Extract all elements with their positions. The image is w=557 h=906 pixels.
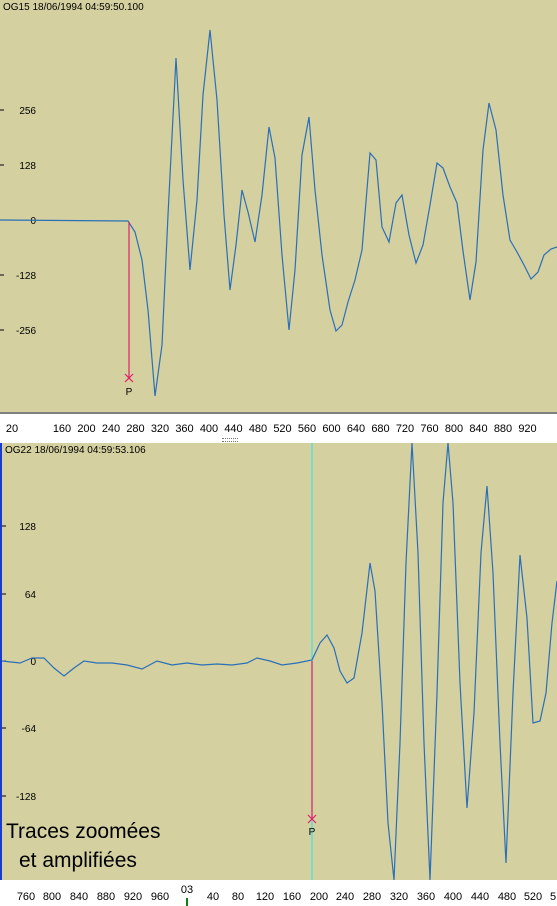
seismic-trace-og22: [2, 443, 557, 880]
time-axis-ticks-og22: 760 800 840 880 920 960 03 40 80 120 160 200 240 280 3…: [17, 884, 556, 906]
y-tick-label: 128: [19, 522, 36, 533]
x-tick-label: 400: [444, 891, 462, 903]
x-tick-label: 960: [151, 891, 169, 903]
x-tick-label: 120: [256, 891, 274, 903]
y-tick-label: 64: [25, 590, 37, 601]
trace-header-og22: OG22 18/06/1994 04:59:53.106: [5, 445, 146, 456]
trace-plot-og15[interactable]: 256 128 0 -128 -256 P: [0, 0, 557, 412]
y-tick-label: 0: [30, 657, 36, 668]
x-tick-label: 520: [273, 423, 291, 435]
y-tick-label: 0: [30, 216, 36, 227]
y-tick-label: -256: [16, 326, 36, 337]
x-tick-label: 160: [53, 423, 71, 435]
x-tick-label: 5: [550, 891, 556, 903]
x-tick-label: 320: [151, 423, 169, 435]
x-tick-label: 80: [232, 891, 244, 903]
x-tick-label: 400: [200, 423, 218, 435]
x-tick-label: 800: [445, 423, 463, 435]
p-pick-marker: [307, 814, 317, 824]
zoom-annotation-line1: Traces zoomées: [6, 820, 161, 843]
x-tick-label: 480: [249, 423, 267, 435]
x-tick-label: 40: [207, 891, 219, 903]
time-axis-og22: 760 800 840 880 920 960 03 40 80 120 160 200 240 280 3…: [0, 880, 557, 906]
x-tick-label: 320: [390, 891, 408, 903]
x-tick-label: 640: [347, 423, 365, 435]
x-tick-label: 920: [518, 423, 536, 435]
time-axis-ticks-og15: 20 160 200 240 280 320 360 400 440 480 520 560 600 64…: [0, 412, 557, 435]
x-tick-label: 840: [469, 423, 487, 435]
x-tick-label: 520: [524, 891, 542, 903]
x-tick-label: 480: [498, 891, 516, 903]
zoom-annotation-line2: et amplifiées: [19, 849, 137, 872]
y-tick-label: 256: [19, 106, 36, 117]
x-tick-label: 680: [371, 423, 389, 435]
trace-panel-og22[interactable]: 128 64 0 -64 -128 P OG22 18/06/1994 04:59:53.…: [0, 443, 557, 880]
x-tick-label: 880: [97, 891, 115, 903]
p-pick-marker: [124, 373, 134, 383]
x-tick-label: 03: [181, 884, 193, 896]
trace-plot-og22[interactable]: 128 64 0 -64 -128 P: [2, 443, 557, 880]
x-tick-label: 200: [310, 891, 328, 903]
x-tick-label: 840: [70, 891, 88, 903]
x-tick-label: 760: [420, 423, 438, 435]
x-tick-label: 360: [417, 891, 435, 903]
trace-header-og15: OG15 18/06/1994 04:59:50.100: [3, 2, 144, 13]
x-tick-label: 20: [6, 423, 18, 435]
x-tick-label: 560: [298, 423, 316, 435]
seismic-trace-og15: [0, 29, 557, 397]
x-tick-label: 920: [124, 891, 142, 903]
trace-panel-og15[interactable]: 256 128 0 -128 -256 P OG15 18/06/1994 04:59:5…: [0, 0, 557, 412]
p-pick-label: P: [309, 827, 316, 838]
x-tick-label: 440: [224, 423, 242, 435]
y-tick-label: -64: [22, 724, 37, 735]
x-tick-label: 880: [494, 423, 512, 435]
x-tick-label: 360: [175, 423, 193, 435]
x-tick-label: 240: [336, 891, 354, 903]
x-tick-label: 280: [126, 423, 144, 435]
x-tick-label: 760: [17, 891, 35, 903]
y-tick-label: 128: [19, 161, 36, 172]
p-pick-label: P: [126, 387, 133, 398]
time-axis-og15: 20 160 200 240 280 320 360 400 440 480 520 560 600 64…: [0, 412, 557, 443]
y-tick-label: -128: [16, 792, 36, 803]
y-tick-label: -128: [16, 271, 36, 282]
x-tick-label: 720: [396, 423, 414, 435]
x-tick-label: 200: [77, 423, 95, 435]
x-tick-label: 800: [43, 891, 61, 903]
x-tick-label: 160: [283, 891, 301, 903]
panel-splitter-handle[interactable]: [222, 438, 238, 442]
x-tick-label: 280: [363, 891, 381, 903]
x-tick-label: 440: [471, 891, 489, 903]
zoom-annotation: Traces zoomées et amplifiées: [6, 817, 160, 875]
x-tick-label: 240: [102, 423, 120, 435]
x-tick-label: 600: [322, 423, 340, 435]
